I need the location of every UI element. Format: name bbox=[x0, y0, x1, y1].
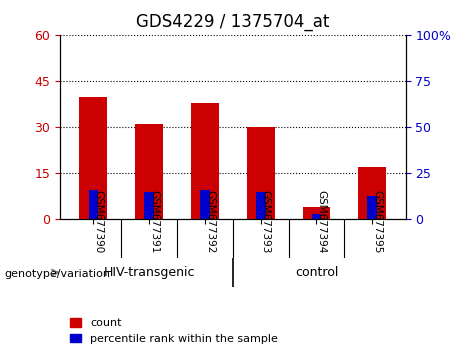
Bar bbox=[144, 192, 154, 219]
Bar bbox=[256, 192, 266, 219]
Text: HIV-transgenic: HIV-transgenic bbox=[103, 266, 195, 279]
Text: GSM677392: GSM677392 bbox=[205, 190, 215, 253]
Text: genotype/variation: genotype/variation bbox=[5, 269, 111, 279]
Bar bbox=[135, 124, 163, 219]
Bar bbox=[302, 207, 331, 219]
Bar bbox=[191, 103, 219, 219]
Legend: count, percentile rank within the sample: count, percentile rank within the sample bbox=[65, 314, 282, 348]
Text: GSM677395: GSM677395 bbox=[372, 190, 382, 253]
Bar bbox=[367, 195, 377, 219]
Text: GSM677394: GSM677394 bbox=[316, 190, 326, 253]
Bar bbox=[89, 190, 98, 219]
Text: GSM677393: GSM677393 bbox=[260, 190, 271, 253]
Text: GSM677391: GSM677391 bbox=[149, 190, 159, 253]
Bar bbox=[79, 97, 107, 219]
Title: GDS4229 / 1375704_at: GDS4229 / 1375704_at bbox=[136, 13, 330, 32]
Bar bbox=[200, 190, 210, 219]
Bar bbox=[247, 127, 275, 219]
Bar bbox=[312, 214, 321, 219]
Text: GSM677390: GSM677390 bbox=[94, 190, 103, 253]
Bar bbox=[358, 167, 386, 219]
Text: control: control bbox=[295, 266, 338, 279]
